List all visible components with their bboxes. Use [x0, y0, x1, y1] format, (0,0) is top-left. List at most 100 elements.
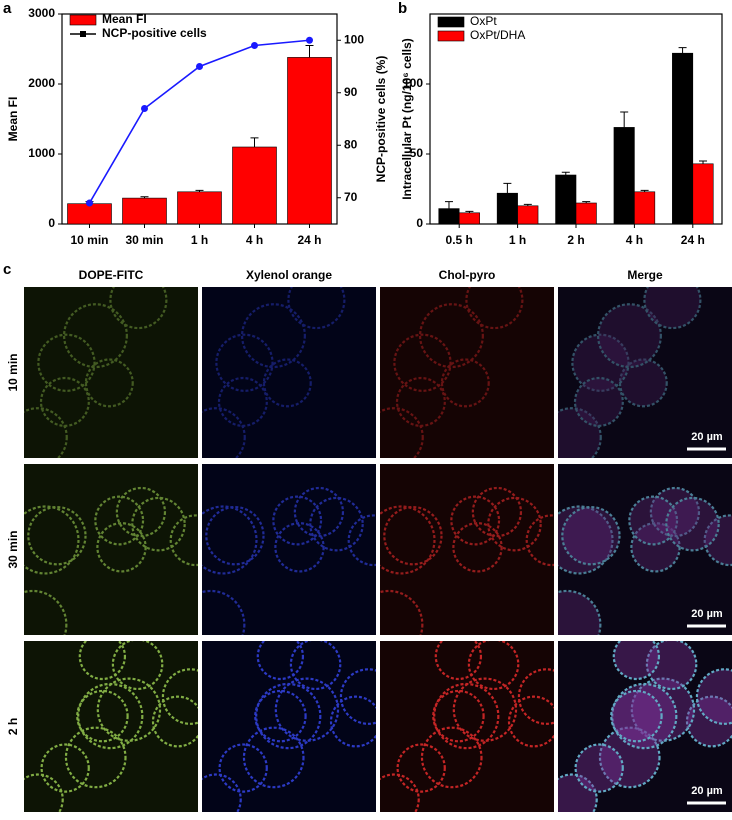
x-tick-label: 4 h: [626, 233, 643, 247]
cell-outline: [573, 376, 624, 427]
cell-outline: [169, 514, 198, 567]
bar: [634, 191, 656, 225]
legend-marker: [80, 31, 86, 37]
cell-body: [704, 515, 732, 565]
cell-outline: [77, 682, 144, 750]
bar: [232, 146, 277, 225]
x-tick-label: 10 min: [70, 233, 108, 247]
x-tick-label: 24 h: [297, 233, 321, 247]
legend-label: NCP-positive cells: [102, 26, 207, 40]
cell-outline: [262, 358, 312, 408]
panel-label: c: [3, 261, 11, 278]
cell-outline: [205, 505, 265, 566]
cell-outline: [558, 773, 598, 812]
bar: [517, 205, 539, 225]
cell-outline: [27, 505, 87, 566]
cell-outline: [574, 743, 624, 793]
bar: [287, 57, 332, 225]
cell-outline: [610, 689, 663, 743]
cell-outline: [24, 589, 68, 635]
micrograph: [380, 641, 554, 812]
x-tick-label: 0.5 h: [446, 233, 473, 247]
cell-outline: [383, 505, 443, 566]
cell-outline: [78, 641, 127, 681]
cell-outline: [96, 522, 147, 573]
y-tick-label: 100: [403, 76, 423, 90]
error-bar: [465, 210, 474, 213]
cell-body: [558, 774, 597, 812]
cell-body: [613, 641, 659, 679]
cell-outline: [347, 514, 376, 567]
cell-outline: [151, 695, 198, 748]
micrograph: [24, 464, 198, 635]
y2-tick-label: 80: [344, 137, 358, 151]
cell-outline: [24, 407, 68, 458]
cell-outline: [63, 303, 128, 369]
cell-outline: [434, 641, 483, 681]
x-tick-label: 30 min: [125, 233, 163, 247]
cell-outline: [618, 358, 668, 408]
bar: [672, 52, 694, 225]
y-tick-label: 0: [48, 216, 55, 230]
cell-outline: [612, 641, 661, 681]
cell-outline: [685, 695, 732, 748]
cells: [24, 486, 198, 635]
bar: [122, 197, 167, 225]
bar: [692, 163, 714, 225]
legend-label: Mean FI: [102, 12, 147, 26]
panel-label: a: [3, 0, 12, 17]
cell-outline: [440, 358, 490, 408]
micrograph: [202, 464, 376, 635]
bar: [67, 203, 112, 225]
error-bar: [305, 45, 314, 58]
column-header: Chol-pyro: [439, 268, 496, 282]
bar: [575, 202, 597, 225]
micrograph: 20 µm: [558, 641, 732, 812]
cell-body: [611, 690, 662, 742]
micrograph: [202, 641, 376, 812]
cell-outline: [643, 287, 702, 330]
cell-body: [644, 287, 701, 329]
error-bar: [140, 196, 149, 199]
cell-body: [687, 696, 732, 747]
line-point: [306, 36, 313, 44]
y2-axis-label: NCP-positive cells (%): [374, 56, 388, 183]
cells: [202, 641, 376, 812]
cell-outline: [432, 689, 485, 743]
column-header: Merge: [627, 268, 663, 282]
cell-outline: [241, 303, 306, 369]
scale-bar-label: 20 µm: [691, 785, 723, 797]
cell-body: [562, 507, 620, 565]
cell-outline: [37, 333, 96, 392]
cells: [380, 287, 524, 458]
cell-outline: [217, 376, 268, 427]
error-bar: [444, 201, 453, 209]
cells: [558, 641, 732, 812]
error-bar: [561, 171, 570, 175]
row-label: 2 h: [6, 718, 20, 735]
error-bar: [250, 137, 259, 147]
cell-outline: [96, 677, 162, 742]
cell-outline: [396, 743, 446, 793]
cell-outline: [465, 287, 524, 330]
cells: [202, 287, 346, 458]
x-tick-label: 4 h: [246, 233, 263, 247]
cell-outline: [703, 514, 732, 567]
cell-outline: [64, 726, 127, 789]
micrograph: [24, 287, 198, 458]
cell-outline: [598, 726, 661, 789]
cells: [24, 287, 168, 458]
cell-outline: [380, 773, 420, 812]
y2-tick-label: 100: [344, 32, 364, 46]
cell-outline: [630, 522, 681, 573]
line-point: [251, 42, 258, 49]
cell-outline: [558, 589, 602, 635]
cell-outline: [255, 682, 322, 750]
micrograph-background: [24, 287, 198, 458]
y-tick-label: 50: [410, 146, 424, 160]
cell-body: [666, 497, 719, 551]
x-tick-label: 2 h: [567, 233, 584, 247]
cell-outline: [433, 682, 500, 750]
micrograph: [24, 641, 198, 812]
